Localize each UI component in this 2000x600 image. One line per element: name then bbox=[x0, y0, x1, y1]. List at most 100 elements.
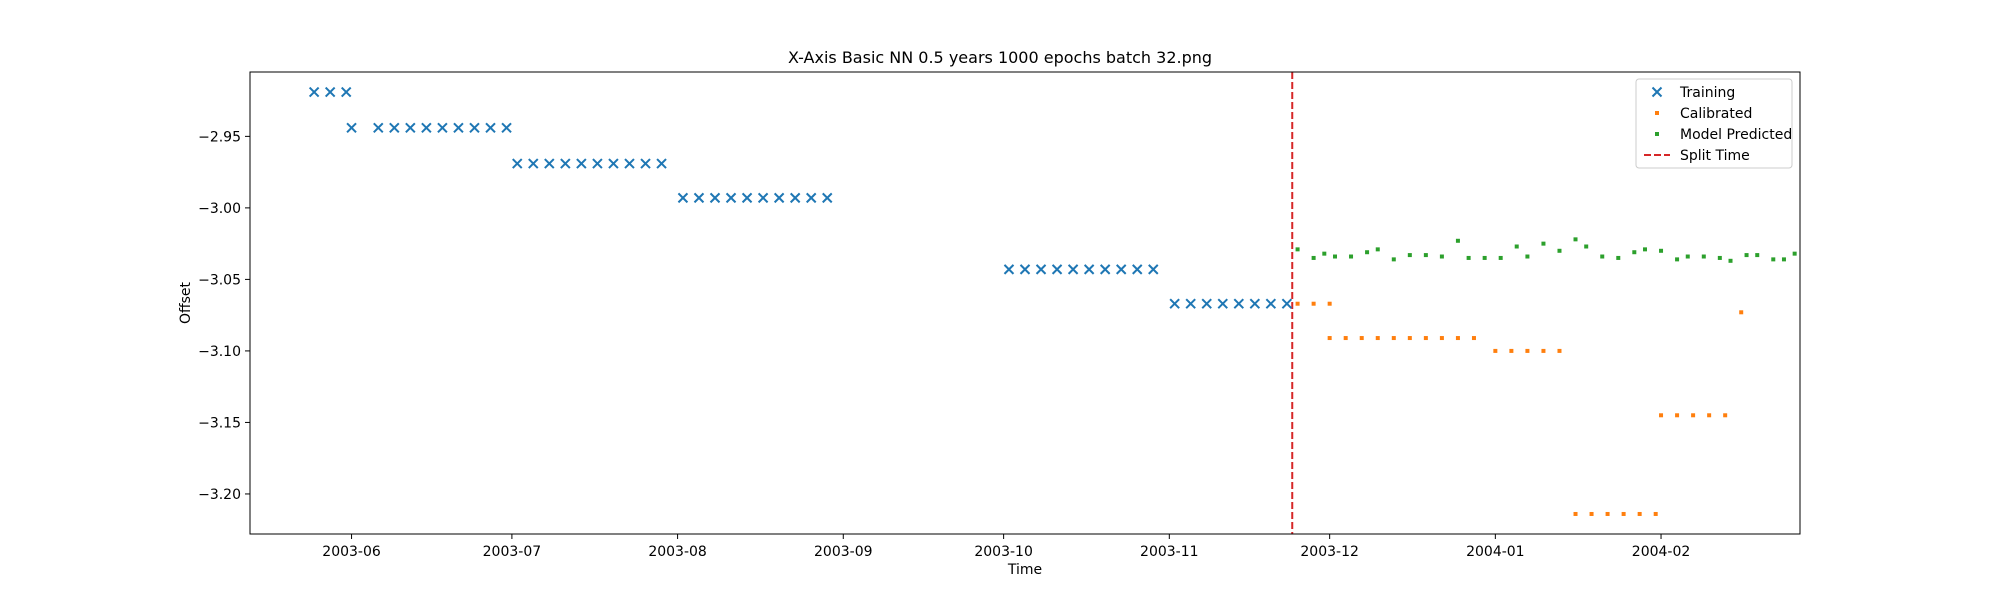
training-point bbox=[1249, 298, 1261, 309]
x-tick-label: 2003-10 bbox=[974, 544, 1033, 560]
training-point bbox=[640, 158, 651, 169]
y-tick-label: −3.20 bbox=[198, 487, 241, 503]
series-calibrated bbox=[1295, 301, 1744, 516]
training-point bbox=[1083, 264, 1095, 275]
predicted-point bbox=[1771, 257, 1776, 262]
calibrated-point bbox=[1621, 511, 1626, 516]
calibrated-point bbox=[1525, 348, 1530, 353]
predicted-point bbox=[1514, 244, 1519, 249]
calibrated-point bbox=[1327, 301, 1332, 306]
legend-label: Model Predicted bbox=[1680, 127, 1792, 143]
predicted-point bbox=[1466, 255, 1471, 260]
predicted-point bbox=[1557, 248, 1562, 253]
calibrated-point bbox=[1653, 511, 1658, 516]
training-point bbox=[1035, 264, 1047, 275]
y-tick-label: −3.00 bbox=[198, 201, 241, 217]
x-tick-label: 2003-09 bbox=[814, 544, 873, 560]
x-tick-label: 2003-12 bbox=[1300, 544, 1359, 560]
legend-marker-x bbox=[1651, 86, 1663, 98]
predicted-point bbox=[1659, 248, 1664, 253]
training-point bbox=[544, 158, 555, 169]
calibrated-point bbox=[1659, 413, 1664, 418]
training-point bbox=[1265, 298, 1277, 309]
legend-label: Split Time bbox=[1680, 148, 1750, 164]
calibrated-point bbox=[1739, 310, 1744, 315]
training-point bbox=[1148, 264, 1159, 275]
y-axis: −2.95 −3.00 −3.05 −3.10 −3.15 −3.20 bbox=[198, 129, 250, 503]
y-tick-label: −3.15 bbox=[198, 415, 241, 431]
training-point bbox=[1217, 298, 1228, 309]
predicted-point bbox=[1322, 251, 1327, 256]
series-training bbox=[308, 86, 1293, 309]
predicted-point bbox=[1717, 255, 1722, 260]
predicted-point bbox=[1584, 244, 1589, 249]
training-point bbox=[1185, 298, 1196, 309]
predicted-point bbox=[1391, 257, 1396, 262]
predicted-point bbox=[1365, 250, 1370, 255]
predicted-point bbox=[1728, 258, 1733, 263]
training-point bbox=[1051, 264, 1063, 275]
calibrated-point bbox=[1557, 348, 1562, 353]
calibrated-point bbox=[1541, 348, 1546, 353]
calibrated-point bbox=[1327, 336, 1332, 341]
training-point bbox=[340, 86, 352, 98]
predicted-point bbox=[1755, 253, 1760, 258]
training-point bbox=[773, 192, 785, 204]
calibrated-point bbox=[1343, 336, 1348, 341]
training-point bbox=[789, 192, 801, 204]
training-point bbox=[757, 192, 769, 204]
training-point bbox=[1281, 298, 1293, 309]
training-point bbox=[624, 158, 635, 169]
training-point bbox=[693, 192, 705, 204]
predicted-point bbox=[1541, 241, 1546, 246]
x-tick-label: 2004-02 bbox=[1632, 544, 1691, 560]
training-point bbox=[1132, 264, 1143, 275]
training-point bbox=[512, 158, 523, 169]
predicted-point bbox=[1632, 250, 1637, 255]
training-point bbox=[1169, 298, 1180, 309]
training-point bbox=[1019, 264, 1031, 275]
calibrated-point bbox=[1311, 301, 1316, 306]
plot-frame bbox=[249, 71, 1801, 535]
predicted-point bbox=[1792, 251, 1797, 256]
predicted-point bbox=[1498, 255, 1503, 260]
training-point bbox=[741, 192, 753, 204]
predicted-point bbox=[1616, 255, 1621, 260]
predicted-point bbox=[1482, 255, 1487, 260]
training-point bbox=[437, 122, 448, 133]
training-point bbox=[501, 122, 512, 133]
predicted-point bbox=[1439, 254, 1444, 259]
training-point bbox=[405, 122, 416, 133]
training-point bbox=[608, 158, 619, 169]
training-point bbox=[1233, 298, 1244, 309]
training-point bbox=[389, 122, 400, 133]
calibrated-point bbox=[1707, 413, 1712, 418]
calibrated-point bbox=[1509, 348, 1514, 353]
x-tick-label: 2003-06 bbox=[322, 544, 381, 560]
series-model-predicted bbox=[1295, 237, 1797, 263]
training-point bbox=[725, 192, 737, 204]
predicted-point bbox=[1375, 247, 1380, 252]
calibrated-point bbox=[1407, 336, 1412, 341]
series-layer bbox=[308, 86, 1797, 516]
x-tick-label: 2003-08 bbox=[648, 544, 707, 560]
calibrated-point bbox=[1723, 413, 1728, 418]
legend-marker-dot bbox=[1655, 111, 1659, 115]
training-point bbox=[709, 192, 721, 204]
calibrated-point bbox=[1573, 511, 1578, 516]
training-point bbox=[805, 192, 817, 204]
predicted-point bbox=[1573, 237, 1578, 242]
y-tick-label: −3.10 bbox=[198, 344, 241, 360]
calibrated-point bbox=[1691, 413, 1696, 418]
calibrated-point bbox=[1295, 301, 1300, 306]
legend-label: Calibrated bbox=[1680, 106, 1752, 122]
chart-title: X-Axis Basic NN 0.5 years 1000 epochs ba… bbox=[788, 48, 1212, 67]
calibrated-point bbox=[1589, 511, 1594, 516]
x-tick-label: 2003-07 bbox=[483, 544, 542, 560]
training-point bbox=[346, 122, 357, 133]
predicted-point bbox=[1675, 257, 1680, 262]
legend-label: Training bbox=[1679, 85, 1735, 101]
training-point bbox=[677, 192, 689, 204]
training-point bbox=[421, 122, 432, 133]
